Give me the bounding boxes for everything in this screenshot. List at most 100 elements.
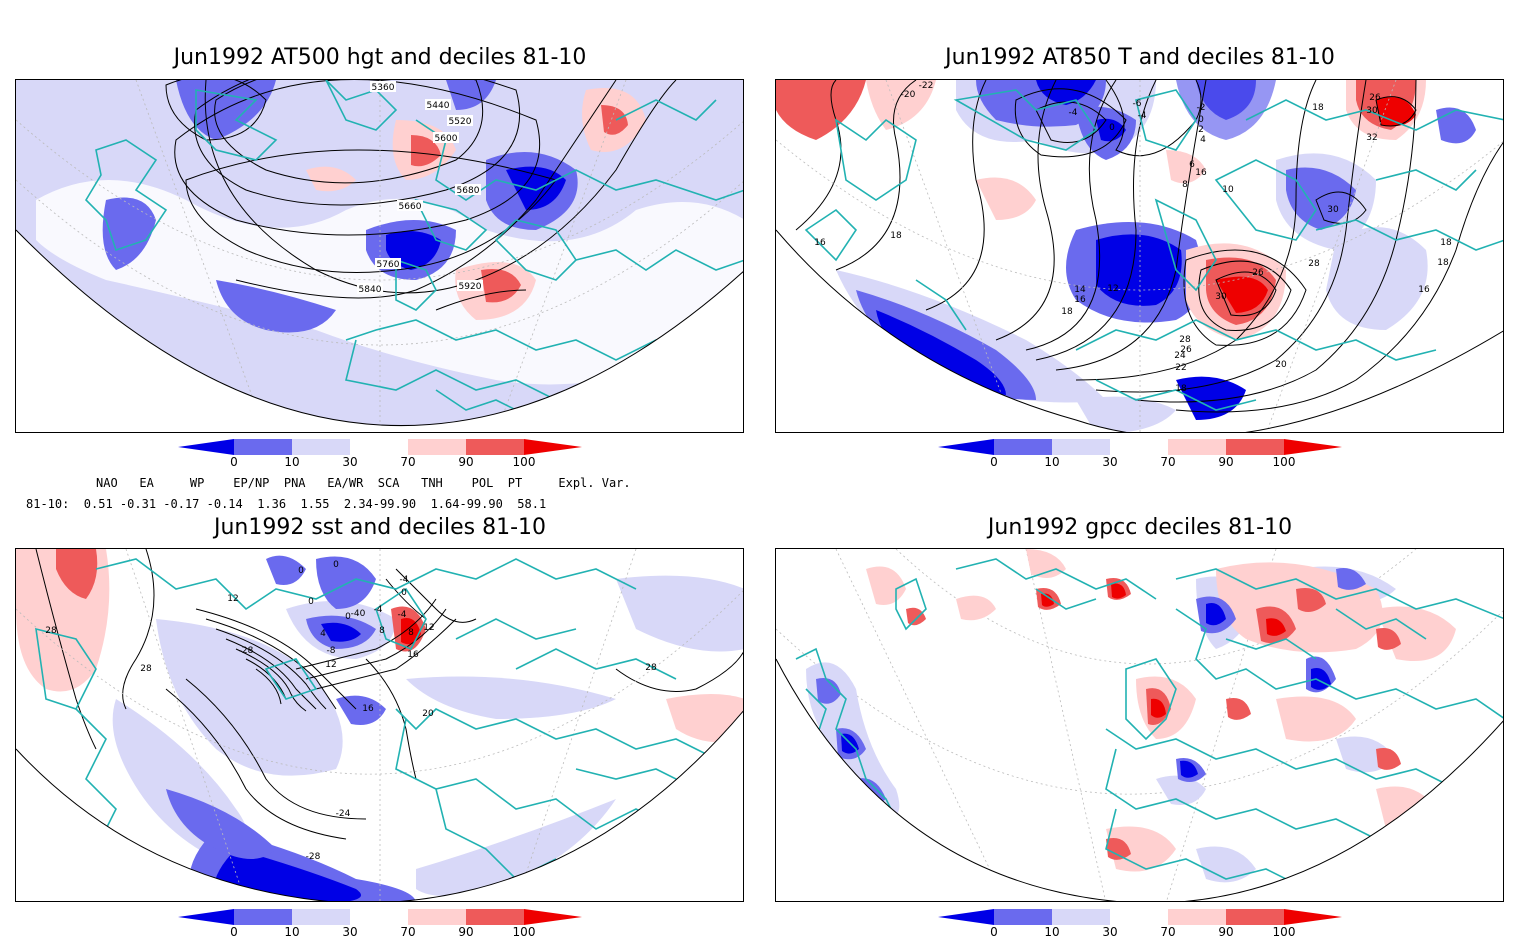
colorbar-tick: 10	[284, 925, 300, 939]
contour-label: -20	[901, 90, 916, 100]
contour-label: 5660	[399, 202, 422, 212]
contour-label: 0	[308, 597, 314, 607]
contour-label: 26	[1252, 268, 1264, 278]
contour-label: 26	[1369, 93, 1381, 103]
colorbar-tick: 10	[284, 455, 300, 469]
contour-label: 18	[1061, 307, 1073, 317]
contour-label: 18	[1440, 238, 1452, 248]
contour-label: 0	[345, 612, 351, 622]
colorbar-tick: 100	[1272, 925, 1296, 939]
colorbar-tick: 10	[1044, 455, 1060, 469]
contour-label: 16	[1074, 295, 1086, 305]
colorbar-tick: 70	[1160, 455, 1176, 469]
contour-label: -4	[400, 575, 409, 585]
contour-label: 5920	[459, 282, 482, 292]
contour-label: 30	[1366, 106, 1378, 116]
contour-label: 5760	[377, 260, 400, 270]
contour-label: 14	[1074, 285, 1086, 295]
contour-label: 18	[890, 231, 902, 241]
colorbar-lr: 0 10 30 70 90 100	[930, 908, 1370, 944]
contour-label: 30	[1327, 205, 1339, 215]
contour-label: -8	[327, 646, 336, 656]
contour-label: 0	[333, 560, 339, 570]
colorbar-tick: 90	[458, 925, 474, 939]
contour-label: 0	[298, 566, 304, 576]
contour-label: -4	[1138, 111, 1147, 121]
contour-label: 5680	[457, 186, 480, 196]
contour-label: 12	[1107, 284, 1118, 294]
contour-label: -2	[1197, 103, 1206, 113]
panel-title-ur: Jun1992 AT850 T and deciles 81-10	[945, 45, 1335, 70]
colorbar-tick: 0	[990, 925, 998, 939]
colorbar-tick: 30	[1102, 925, 1118, 939]
contour-label: 16	[814, 238, 826, 248]
contour-label: 5520	[449, 117, 472, 127]
contour-label: 22	[1175, 363, 1186, 373]
contour-label: 16	[407, 650, 419, 660]
map-panel-ul: 5360 5440 5520 5600 5680 5660 5760 5840 …	[15, 79, 744, 433]
map-panel-ll: 0 0 12 0 -4 0 4 8 0 -40 -4 -4 -8 12 8 16…	[15, 548, 744, 902]
colorbar-tick: 0	[230, 455, 238, 469]
contour-label: -4	[398, 610, 407, 620]
colorbar-tick: 30	[342, 925, 358, 939]
colorbar-ul: 0 10 30 70 90 100	[170, 438, 610, 474]
contour-label: 28	[645, 663, 657, 673]
contour-label: -28	[306, 852, 321, 862]
contour-label: -22	[919, 81, 934, 91]
contour-label: 26	[1180, 345, 1192, 355]
map-panel-ur: -22 -20 -4 0 -6 -4 -2 0 2 4 18 30 26 32 …	[775, 79, 1504, 433]
contour-label: 8	[1182, 180, 1188, 190]
colorbar-tick: 90	[1218, 925, 1234, 939]
colorbar-tick: 70	[400, 455, 416, 469]
contour-label: 5600	[435, 134, 458, 144]
contour-label: 16	[1418, 285, 1430, 295]
panel-title-ul: Jun1992 AT500 hgt and deciles 81-10	[173, 45, 587, 70]
contour-label: 24	[1174, 351, 1186, 361]
colorbar-tick: 90	[458, 455, 474, 469]
contour-label: 16	[362, 704, 374, 714]
colorbar-tick: 0	[230, 925, 238, 939]
contour-label: 2	[1198, 125, 1204, 135]
contour-label: 18	[1312, 103, 1324, 113]
contour-label: 0	[401, 588, 407, 598]
contour-label: 20	[1275, 360, 1287, 370]
colorbar-tick: 30	[1102, 455, 1118, 469]
contour-label: 28	[45, 626, 57, 636]
contour-label: 8	[379, 626, 385, 636]
contour-label: -6	[1133, 99, 1142, 109]
colorbar-tick: 10	[1044, 925, 1060, 939]
contour-label: 4	[320, 629, 326, 639]
contour-label: -28	[239, 646, 254, 656]
contour-label: 20	[422, 709, 434, 719]
contour-label: 28	[1179, 335, 1191, 345]
contour-label: 28	[140, 664, 152, 674]
contour-label: -4	[374, 605, 383, 615]
contour-label: 18	[1437, 258, 1449, 268]
colorbar-tick: 100	[512, 925, 536, 939]
colorbar-ur: 0 10 30 70 90 100	[930, 438, 1370, 474]
contour-label: 32	[1366, 133, 1377, 143]
contour-label: 10	[1222, 185, 1234, 195]
contour-label: 5440	[427, 101, 450, 111]
contour-label: 6	[1189, 160, 1195, 170]
contour-label: 30	[1215, 292, 1227, 302]
contour-label: 0	[1198, 115, 1204, 125]
contour-label: 28	[1308, 259, 1320, 269]
colorbar-tick: 0	[990, 455, 998, 469]
colorbar-tick: 70	[400, 925, 416, 939]
contour-label: 12	[423, 623, 434, 633]
contour-label: 16	[1195, 168, 1207, 178]
panel-title-ll: Jun1992 sst and deciles 81-10	[213, 515, 547, 540]
contour-label: 5360	[372, 83, 395, 93]
colorbar-tick: 100	[512, 455, 536, 469]
teleconnection-header: NAO EA WP EP/NP PNA EA/WR SCA TNH POL PT…	[96, 476, 631, 490]
colorbar-tick: 30	[342, 455, 358, 469]
colorbar-tick: 70	[1160, 925, 1176, 939]
contour-label: 8	[408, 628, 414, 638]
colorbar-ll: 0 10 30 70 90 100	[170, 908, 610, 944]
contour-label: 5840	[359, 285, 382, 295]
contour-label: -4	[1069, 108, 1078, 118]
colorbar-tick: 90	[1218, 455, 1234, 469]
contour-label: 12	[227, 594, 238, 604]
contour-label: -40	[351, 609, 366, 619]
